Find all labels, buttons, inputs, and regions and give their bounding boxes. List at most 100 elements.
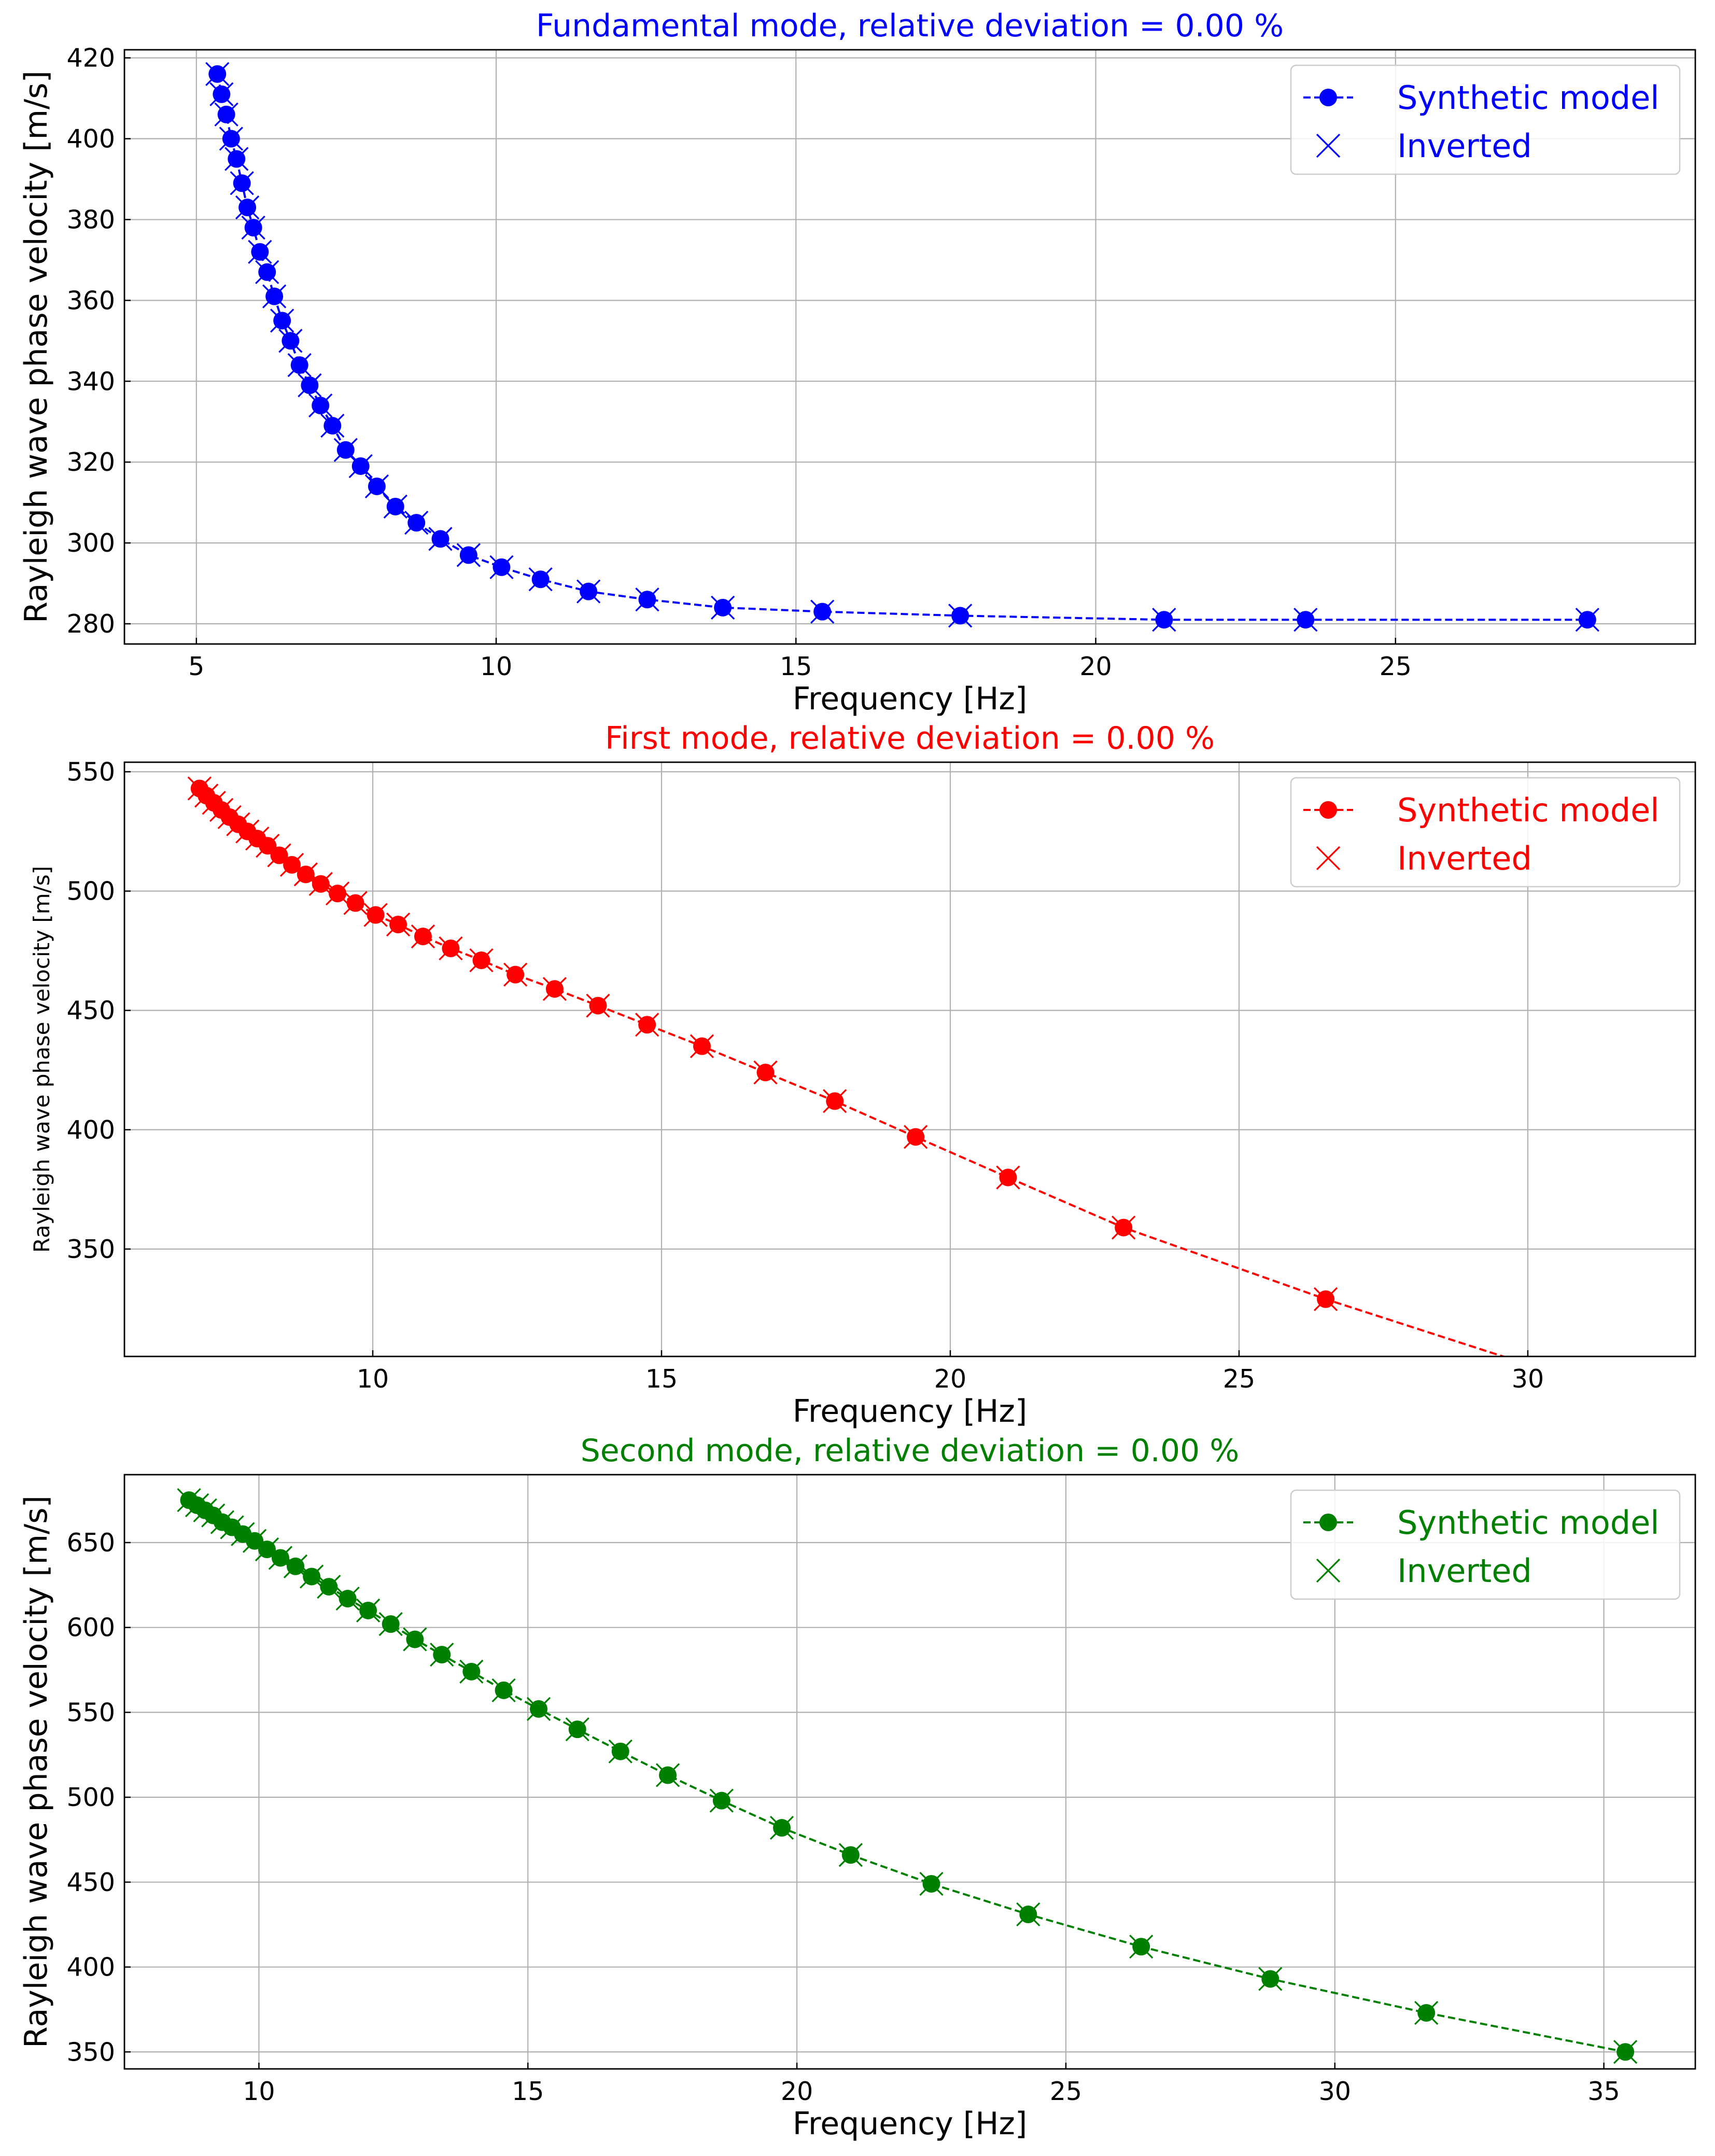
data-point-inverted bbox=[439, 936, 463, 961]
x-tick-label: 20 bbox=[781, 2077, 813, 2106]
data-point-inverted bbox=[456, 543, 481, 567]
x-tick-label: 25 bbox=[1380, 652, 1412, 681]
y-tick-label: 600 bbox=[66, 1613, 115, 1643]
y-tick-label: 450 bbox=[66, 996, 115, 1026]
data-point-synthetic-model bbox=[1635, 1393, 1652, 1410]
x-tick-label: 15 bbox=[780, 652, 812, 681]
data-point-inverted bbox=[205, 62, 230, 86]
y-tick-label: 320 bbox=[66, 447, 115, 477]
data-point-inverted bbox=[404, 510, 429, 535]
y-tick-label: 550 bbox=[66, 757, 115, 787]
y-axis-label: Rayleigh wave phase velocity [m/s] bbox=[18, 71, 54, 623]
data-point-inverted bbox=[242, 1529, 267, 1553]
data-point-inverted bbox=[262, 284, 287, 309]
data-point-inverted bbox=[356, 1598, 381, 1623]
data-point-inverted bbox=[248, 240, 272, 264]
data-point-inverted bbox=[278, 329, 303, 353]
data-point-inverted bbox=[287, 353, 312, 377]
data-layer bbox=[205, 62, 1599, 632]
data-point-inverted bbox=[235, 819, 260, 844]
data-point-inverted bbox=[1112, 1215, 1136, 1240]
data-point-inverted bbox=[403, 1627, 427, 1651]
data-point-inverted bbox=[270, 309, 294, 333]
data-point-inverted bbox=[1313, 1287, 1338, 1311]
data-point-inverted bbox=[214, 102, 238, 127]
legend-x-swatch bbox=[1316, 846, 1341, 871]
data-point-inverted bbox=[459, 1659, 484, 1684]
data-point-inverted bbox=[255, 260, 279, 284]
x-tick-label: 30 bbox=[1512, 1364, 1544, 1394]
data-point-inverted bbox=[1294, 608, 1318, 632]
data-point-inverted bbox=[209, 82, 234, 106]
legend-circle-swatch bbox=[1319, 801, 1337, 819]
x-tick-label: 10 bbox=[480, 652, 512, 681]
data-point-inverted bbox=[343, 891, 368, 915]
data-point-inverted bbox=[411, 924, 435, 949]
data-point-inverted bbox=[279, 852, 304, 877]
data-point-inverted bbox=[576, 579, 601, 604]
x-tick-label: 10 bbox=[357, 1364, 389, 1394]
y-tick-label: 350 bbox=[66, 1235, 115, 1264]
x-tick-label: 5 bbox=[188, 652, 204, 681]
data-point-inverted bbox=[333, 438, 358, 462]
axes-frame bbox=[123, 49, 1696, 645]
data-point-inverted bbox=[364, 474, 389, 499]
data-point-inverted bbox=[489, 555, 514, 580]
data-point-inverted bbox=[769, 1815, 794, 1840]
data-point-inverted bbox=[810, 599, 835, 624]
data-point-inverted bbox=[838, 1843, 863, 1867]
y-tick-label: 550 bbox=[66, 1698, 115, 1727]
y-axis-label: Rayleigh wave phase velocity [m/s] bbox=[29, 866, 54, 1253]
data-point-inverted bbox=[335, 1586, 360, 1611]
chart-title: Fundamental mode, relative deviation = 0… bbox=[536, 8, 1284, 44]
x-tick-label: 15 bbox=[512, 2077, 544, 2106]
legend-circle-swatch bbox=[1319, 1514, 1337, 1531]
chart-panel-fundamental-mode: 5 10 15 20 25 280 300 320 340 360 380 400 420 Fundame… bbox=[18, 8, 1696, 717]
data-point-inverted bbox=[383, 494, 407, 519]
legend: Synthetic model Inverted bbox=[1290, 777, 1681, 888]
data-point-inverted bbox=[219, 127, 243, 151]
data-point-inverted bbox=[235, 195, 260, 220]
y-tick-label: 350 bbox=[66, 2037, 115, 2067]
y-tick-label: 450 bbox=[66, 1868, 115, 1897]
data-point-inverted bbox=[503, 962, 528, 987]
legend-label-inverted: Inverted bbox=[1397, 1552, 1532, 1590]
data-point-inverted bbox=[245, 827, 270, 851]
data-point-inverted bbox=[542, 977, 567, 1001]
data-point-inverted bbox=[386, 912, 411, 937]
data-point-inverted bbox=[267, 843, 291, 867]
legend-x-swatch bbox=[1316, 1558, 1341, 1583]
data-point-inverted bbox=[1575, 608, 1599, 632]
x-tick-label: 15 bbox=[645, 1364, 678, 1394]
data-point-inverted bbox=[220, 1515, 244, 1539]
legend-label-synthetic-model: Synthetic model bbox=[1397, 1504, 1659, 1542]
x-axis-label: Frequency [Hz] bbox=[793, 1393, 1027, 1430]
y-tick-label: 400 bbox=[66, 1115, 115, 1145]
data-point-inverted bbox=[948, 604, 973, 628]
data-point-inverted bbox=[256, 833, 280, 858]
x-axis-label: Frequency [Hz] bbox=[793, 2106, 1027, 2142]
data-point-inverted bbox=[996, 1165, 1020, 1189]
data-point-inverted bbox=[528, 567, 553, 592]
data-point-inverted bbox=[491, 1678, 516, 1702]
x-tick-label: 35 bbox=[1587, 2077, 1620, 2106]
data-point-inverted bbox=[428, 527, 453, 551]
data-point-inverted bbox=[193, 1498, 217, 1522]
x-tick-label: 30 bbox=[1319, 2077, 1351, 2106]
x-tick-label: 10 bbox=[243, 2077, 275, 2106]
data-point-inverted bbox=[226, 812, 250, 836]
axes-frame bbox=[123, 1474, 1696, 2070]
data-point-inverted bbox=[1152, 608, 1176, 632]
x-axis-label: Frequency [Hz] bbox=[793, 681, 1027, 717]
x-tick-label: 25 bbox=[1050, 2077, 1082, 2106]
data-point-inverted bbox=[608, 1739, 632, 1763]
data-point-inverted bbox=[565, 1717, 589, 1742]
y-tick-label: 280 bbox=[66, 609, 115, 639]
x-tick-label: 25 bbox=[1223, 1364, 1255, 1394]
data-point-inverted bbox=[299, 1564, 324, 1589]
data-point-inverted bbox=[185, 1493, 209, 1518]
data-point-inverted bbox=[241, 215, 265, 240]
data-point-inverted bbox=[348, 454, 373, 479]
data-point-inverted bbox=[635, 1013, 659, 1037]
